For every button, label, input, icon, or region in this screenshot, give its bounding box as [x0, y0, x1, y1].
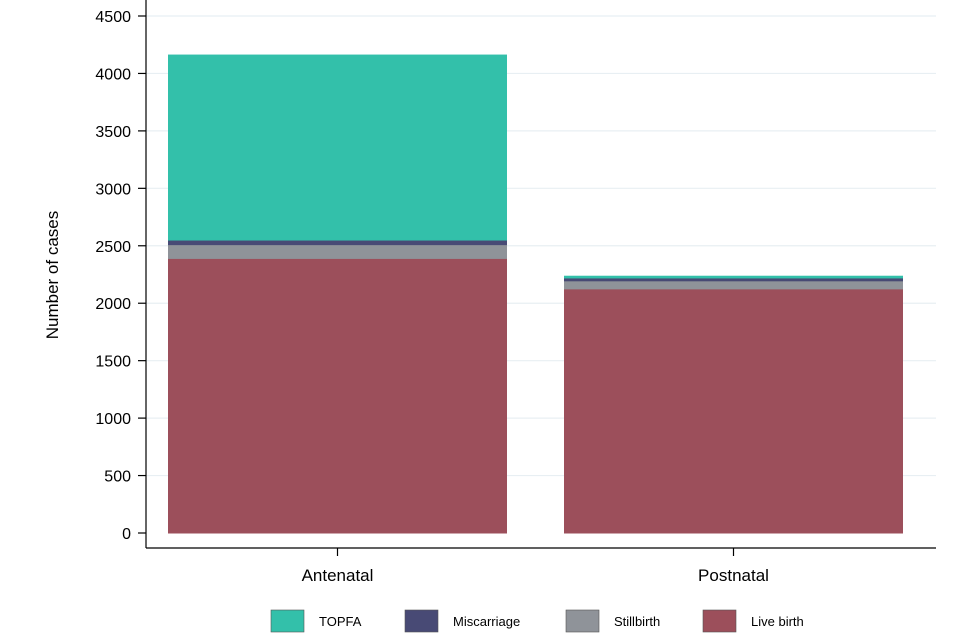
bar-antenatal-live-birth — [168, 257, 507, 534]
bar-postnatal-live-birth — [564, 288, 903, 534]
bar-postnatal-stillbirth — [564, 280, 903, 290]
y-axis-title: Number of cases — [43, 211, 62, 340]
y-tick-label: 500 — [104, 469, 131, 486]
legend-label-stillbirth: Stillbirth — [614, 614, 660, 629]
bar-postnatal-topfa — [564, 275, 903, 279]
y-tick-label: 3500 — [95, 124, 131, 141]
y-tick-label: 2500 — [95, 239, 131, 256]
y-tick-label: 1500 — [95, 354, 131, 371]
y-tick-label: 1000 — [95, 411, 131, 428]
legend-swatch-topfa — [270, 609, 305, 633]
bars — [168, 54, 903, 534]
legend-label-miscarriage: Miscarriage — [453, 614, 520, 629]
axes: Antenatal Postnatal 0 500 1000 1500 2000 2500 30… — [95, 0, 936, 585]
y-tick-label: 4000 — [95, 66, 131, 83]
legend-swatch-stillbirth — [565, 609, 600, 633]
legend: TOPFA Miscarriage Stillbirth Live birth — [270, 609, 804, 633]
y-tick-label: 2000 — [95, 296, 131, 313]
y-tick-label: 0 — [122, 526, 131, 543]
x-tick-label: Postnatal — [698, 566, 769, 585]
x-tick-label: Antenatal — [302, 566, 374, 585]
bar-antenatal-miscarriage — [168, 239, 507, 246]
legend-swatch-live-birth — [702, 609, 737, 633]
legend-label-live-birth: Live birth — [751, 614, 804, 629]
bar-antenatal-stillbirth — [168, 244, 507, 259]
legend-swatch-miscarriage — [404, 609, 439, 633]
y-tick-label: 4500 — [95, 9, 131, 26]
legend-label-topfa: TOPFA — [319, 614, 362, 629]
y-tick-label: 3000 — [95, 181, 131, 198]
bar-antenatal-topfa — [168, 54, 507, 241]
